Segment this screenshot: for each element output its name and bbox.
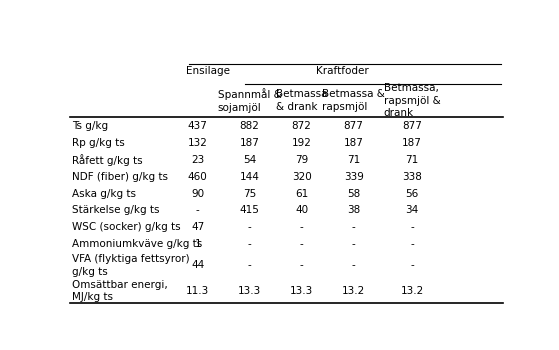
Text: -: - [352, 239, 356, 249]
Text: 23: 23 [191, 155, 204, 165]
Text: -: - [410, 260, 414, 271]
Text: 437: 437 [188, 121, 207, 131]
Text: -: - [352, 222, 356, 232]
Text: -: - [352, 260, 356, 271]
Text: 40: 40 [295, 205, 308, 216]
Text: 415: 415 [240, 205, 259, 216]
Text: Spannmål &
sojamjöl: Spannmål & sojamjöl [218, 89, 282, 113]
Text: 1: 1 [195, 239, 201, 249]
Text: 320: 320 [292, 172, 311, 182]
Text: NDF (fiber) g/kg ts: NDF (fiber) g/kg ts [72, 172, 168, 182]
Text: -: - [196, 205, 200, 216]
Text: Ammoniumkväve g/kg ts: Ammoniumkväve g/kg ts [72, 239, 202, 249]
Text: 192: 192 [292, 138, 311, 148]
Text: 13.2: 13.2 [400, 286, 424, 296]
Text: Ensilage: Ensilage [186, 66, 230, 76]
Text: 71: 71 [405, 155, 419, 165]
Text: Aska g/kg ts: Aska g/kg ts [72, 189, 136, 198]
Text: 144: 144 [240, 172, 259, 182]
Text: 877: 877 [344, 121, 363, 131]
Text: 79: 79 [295, 155, 308, 165]
Text: 460: 460 [188, 172, 207, 182]
Text: 877: 877 [402, 121, 422, 131]
Text: -: - [410, 239, 414, 249]
Text: 187: 187 [402, 138, 422, 148]
Text: 13.2: 13.2 [342, 286, 365, 296]
Text: Råfett g/kg ts: Råfett g/kg ts [72, 154, 143, 166]
Text: Kraftfoder: Kraftfoder [316, 66, 369, 76]
Text: -: - [248, 222, 252, 232]
Text: -: - [300, 260, 304, 271]
Text: 339: 339 [344, 172, 363, 182]
Text: 38: 38 [347, 205, 360, 216]
Text: -: - [248, 239, 252, 249]
Text: Betmassa,
rapsmjöl &
drank: Betmassa, rapsmjöl & drank [383, 83, 440, 118]
Text: VFA (flyktiga fettsyror)
g/kg ts: VFA (flyktiga fettsyror) g/kg ts [72, 254, 190, 276]
Text: 13.3: 13.3 [238, 286, 261, 296]
Text: Betmassa &
rapsmjöl: Betmassa & rapsmjöl [322, 89, 385, 112]
Text: Rp g/kg ts: Rp g/kg ts [72, 138, 125, 148]
Text: 132: 132 [188, 138, 207, 148]
Text: 34: 34 [405, 205, 419, 216]
Text: -: - [410, 222, 414, 232]
Text: 11.3: 11.3 [186, 286, 209, 296]
Text: 13.3: 13.3 [290, 286, 313, 296]
Text: 882: 882 [240, 121, 259, 131]
Text: -: - [300, 239, 304, 249]
Text: Omsättbar energi,
MJ/kg ts: Omsättbar energi, MJ/kg ts [72, 280, 168, 302]
Text: 47: 47 [191, 222, 204, 232]
Text: Ts g/kg: Ts g/kg [72, 121, 108, 131]
Text: 54: 54 [243, 155, 256, 165]
Text: Stärkelse g/kg ts: Stärkelse g/kg ts [72, 205, 159, 216]
Text: 187: 187 [240, 138, 259, 148]
Text: 56: 56 [405, 189, 419, 198]
Text: 44: 44 [191, 260, 204, 271]
Text: 58: 58 [347, 189, 360, 198]
Text: 872: 872 [292, 121, 311, 131]
Text: 90: 90 [191, 189, 204, 198]
Text: 75: 75 [243, 189, 256, 198]
Text: -: - [248, 260, 252, 271]
Text: -: - [300, 222, 304, 232]
Text: Betmassa
& drank: Betmassa & drank [276, 89, 328, 112]
Text: 71: 71 [347, 155, 360, 165]
Text: 61: 61 [295, 189, 308, 198]
Text: WSC (socker) g/kg ts: WSC (socker) g/kg ts [72, 222, 181, 232]
Text: 338: 338 [402, 172, 422, 182]
Text: 187: 187 [344, 138, 363, 148]
